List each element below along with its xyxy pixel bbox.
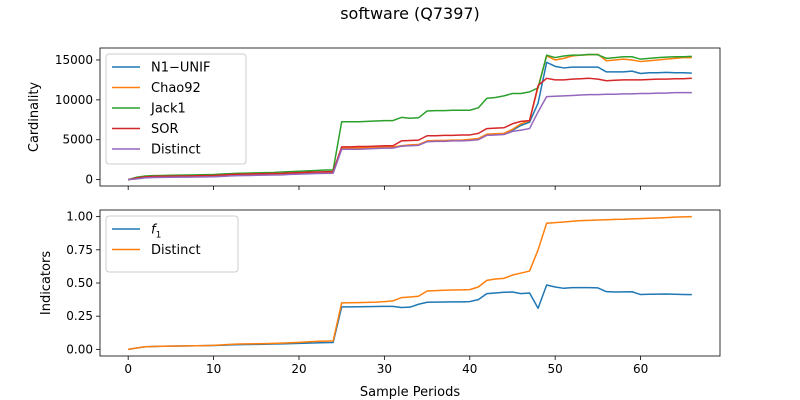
x-tick-label: 20: [291, 362, 306, 376]
y-tick-label: 15000: [55, 53, 93, 67]
legend-label: SOR: [151, 122, 179, 137]
x-tick-label: 60: [633, 362, 648, 376]
legend-box: [105, 215, 239, 273]
figure-title: software (Q7397): [340, 4, 480, 23]
series-line-0-4: [128, 91, 692, 181]
y-tick-label: 5000: [62, 133, 93, 147]
cardinality-plot: 0 5000 10000 15000 Cardinality N1−UNIF Chao92 J…: [27, 47, 721, 190]
series-line-1-1: [128, 215, 692, 351]
y-axis-label: Cardinality: [27, 82, 42, 153]
x-axis-label: Sample Periods: [360, 385, 460, 400]
legend-label: Chao92: [151, 81, 201, 96]
y-tick-label: 0.25: [66, 309, 93, 323]
legend: N1−UNIF Chao92 Jack1 SOR Distinct: [105, 53, 247, 165]
legend-label: N1−UNIF: [151, 61, 210, 76]
y-tick-label: 0.00: [66, 342, 93, 356]
x-tick-label: 10: [206, 362, 221, 376]
x-tick-label: 40: [462, 362, 477, 376]
legend: f1 Distinct: [105, 215, 239, 273]
legend-label-sub: 1: [156, 231, 162, 241]
legend-box: [105, 53, 247, 165]
plot-frame: [99, 47, 721, 187]
y-tick-label: 0.50: [66, 276, 93, 290]
legend-label-main: f: [151, 223, 158, 238]
y-tick-label: 10000: [55, 93, 93, 107]
y-axis-label: Indicators: [39, 251, 54, 315]
x-tick-label: 50: [548, 362, 563, 376]
y-tick-label: 0.75: [66, 243, 93, 257]
series-line-0-2: [127, 53, 692, 181]
legend-label-main: Distinct: [151, 243, 201, 258]
legend-label: Jack1: [150, 102, 186, 117]
legend-label: f1: [151, 223, 161, 241]
x-tick-label: 0: [124, 362, 132, 376]
legend-label: Distinct: [151, 243, 201, 258]
x-tick-label: 30: [377, 362, 392, 376]
y-tick-label: 0: [85, 173, 93, 187]
legend-label: Distinct: [151, 143, 201, 158]
y-tick-label: 1.00: [66, 210, 93, 224]
series-line-0-3: [128, 77, 692, 181]
indicators-plot: 0 10 20 30 40 50 60 0.00 0.25 0.50 0.75 1.00 Indicat…: [39, 209, 721, 376]
